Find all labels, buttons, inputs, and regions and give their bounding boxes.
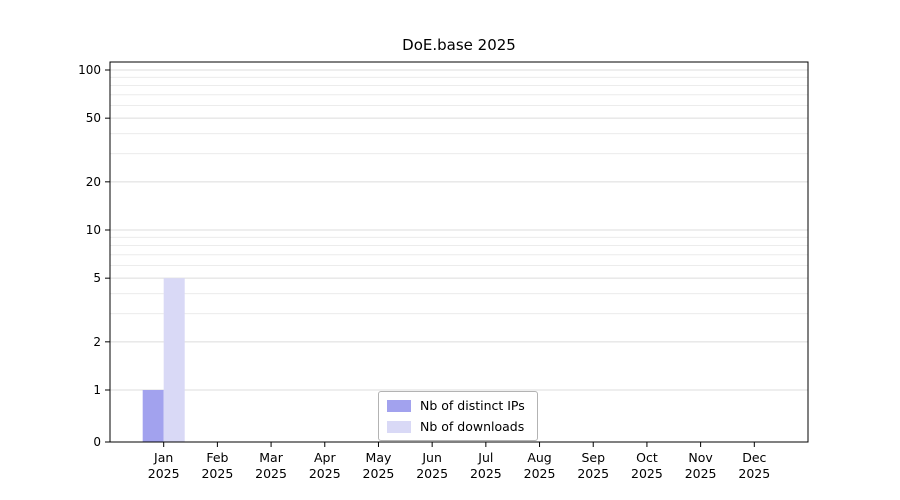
legend-label-distinct-ips: Nb of distinct IPs xyxy=(420,398,525,413)
svg-text:Sep: Sep xyxy=(581,450,605,465)
svg-text:Dec: Dec xyxy=(742,450,766,465)
legend-item-distinct-ips: Nb of distinct IPs xyxy=(387,398,525,413)
svg-text:100: 100 xyxy=(78,63,101,77)
svg-text:2025: 2025 xyxy=(416,466,448,481)
svg-text:2025: 2025 xyxy=(577,466,609,481)
svg-text:2025: 2025 xyxy=(738,466,770,481)
svg-text:Jul: Jul xyxy=(477,450,493,465)
svg-text:Feb: Feb xyxy=(206,450,228,465)
svg-text:Mar: Mar xyxy=(259,450,283,465)
svg-text:2025: 2025 xyxy=(631,466,663,481)
svg-text:2025: 2025 xyxy=(524,466,556,481)
legend: Nb of distinct IPs Nb of downloads xyxy=(378,391,538,441)
svg-text:10: 10 xyxy=(86,223,101,237)
svg-text:0: 0 xyxy=(93,435,101,449)
svg-text:Nov: Nov xyxy=(688,450,713,465)
svg-text:Oct: Oct xyxy=(636,450,658,465)
svg-text:Apr: Apr xyxy=(314,450,336,465)
svg-text:2025: 2025 xyxy=(309,466,341,481)
svg-text:2025: 2025 xyxy=(255,466,287,481)
svg-text:5: 5 xyxy=(93,271,101,285)
svg-text:2: 2 xyxy=(93,335,101,349)
svg-text:2025: 2025 xyxy=(201,466,233,481)
svg-text:Aug: Aug xyxy=(527,450,551,465)
svg-text:20: 20 xyxy=(86,175,101,189)
svg-text:2025: 2025 xyxy=(470,466,502,481)
svg-text:2025: 2025 xyxy=(363,466,395,481)
legend-swatch-distinct-ips xyxy=(387,399,411,412)
legend-item-downloads: Nb of downloads xyxy=(387,419,525,434)
svg-text:2025: 2025 xyxy=(685,466,717,481)
svg-text:2025: 2025 xyxy=(148,466,180,481)
svg-text:Jan: Jan xyxy=(153,450,173,465)
legend-label-downloads: Nb of downloads xyxy=(420,419,525,434)
legend-swatch-downloads xyxy=(387,420,411,433)
chart-title: DoE.base 2025 xyxy=(402,36,516,54)
svg-text:1: 1 xyxy=(93,383,101,397)
svg-text:50: 50 xyxy=(86,111,101,125)
svg-text:May: May xyxy=(366,450,392,465)
svg-text:Jun: Jun xyxy=(421,450,442,465)
